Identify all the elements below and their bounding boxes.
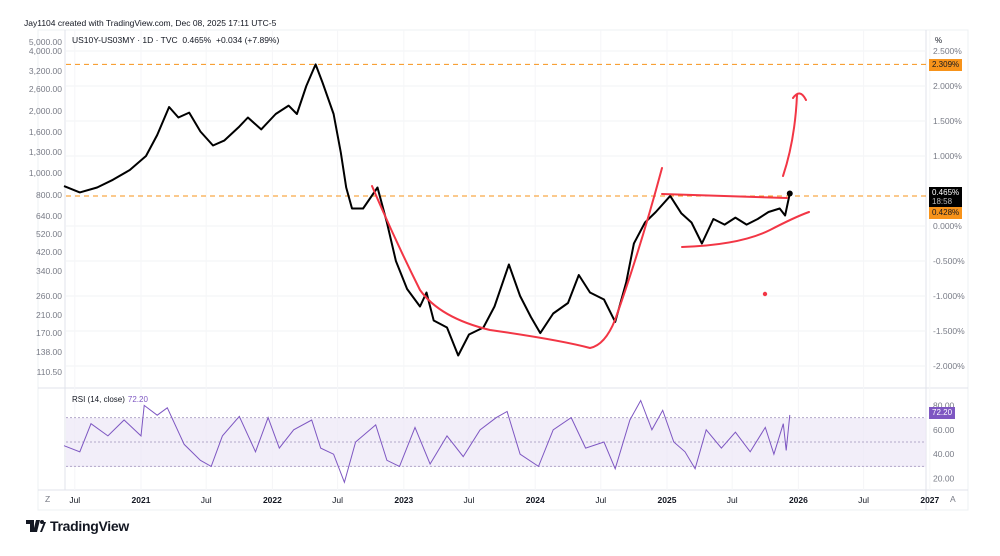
time-tick-label: Jul	[69, 495, 80, 505]
rsi-axis: 80.00 60.00 40.00 20.00	[933, 400, 955, 483]
tradingview-wordmark: TradingView	[50, 518, 129, 534]
right-axis[interactable]: 2.500% 2.000% 1.500% 1.000% 0.000% -0.500% -1.…	[933, 46, 965, 371]
auto-scale-button-left[interactable]: Z	[45, 494, 50, 504]
left-tick-label: 3,200.00	[29, 66, 62, 76]
rsi-value-tag: 72.20	[929, 407, 956, 419]
annotation-support-line	[681, 211, 810, 248]
left-tick-label: 5,000.00	[29, 37, 62, 47]
change-value: +0.034 (+7.89%)	[215, 35, 280, 45]
time-tick-label: 2021	[132, 495, 151, 505]
time-tick-label: Jul	[332, 495, 343, 505]
left-axis: 5,000.004,000.00 3,200.00 2,600.00 2,000.00…	[29, 37, 62, 377]
right-tick-label: 1.000%	[933, 151, 962, 161]
time-tick-label: Jul	[727, 495, 738, 505]
right-tick-label: -1.000%	[933, 291, 965, 301]
rsi-tick-label: 40.00	[933, 449, 955, 459]
time-tick-label: 2025	[658, 495, 677, 505]
rsi-value: 72.20	[127, 395, 148, 404]
time-tick-label: 2024	[526, 495, 545, 505]
right-tick-label: -0.500%	[933, 256, 965, 266]
rsi-legend[interactable]: RSI (14, close) 72.20	[72, 395, 148, 404]
annotation-left-arc	[371, 167, 663, 350]
horizontal-levels	[66, 63, 926, 197]
left-tick-label: 1,600.00	[29, 127, 62, 137]
rsi-label: RSI (14, close)	[72, 395, 125, 404]
chart-frame	[37, 29, 969, 511]
last-price-tag: 0.465% 18:58	[929, 187, 963, 207]
right-tick-label: 1.500%	[933, 116, 962, 126]
time-tick-label: 2023	[394, 495, 413, 505]
price-series-line	[63, 63, 791, 357]
left-tick-label: 1,300.00	[29, 147, 62, 157]
right-tick-label: 0.000%	[933, 221, 962, 231]
tradingview-logo-icon	[26, 520, 46, 532]
left-tick-label: 520.00	[36, 229, 62, 239]
left-tick-label: 800.00	[36, 190, 62, 200]
high-level-tag: 2.309%	[929, 59, 963, 71]
bar-countdown: 18:58	[932, 197, 953, 206]
time-axis[interactable]: Jul 2021 Jul 2022 Jul 2023 Jul 2024 Jul 2025 Jul 20…	[69, 495, 939, 505]
left-tick-label: 340.00	[36, 266, 62, 276]
grid	[66, 30, 931, 490]
time-tick-label: 2026	[789, 495, 808, 505]
time-tick-label: Jul	[201, 495, 212, 505]
right-tick-label: -1.500%	[933, 326, 965, 336]
time-tick-label: 2027	[920, 495, 939, 505]
annotation-up-arrow	[782, 92, 807, 177]
time-tick-label: Jul	[595, 495, 606, 505]
tradingview-logo[interactable]: TradingView	[26, 518, 129, 534]
left-tick-label: 640.00	[36, 211, 62, 221]
time-tick-label: Jul	[858, 495, 869, 505]
annotation-resistance-line	[661, 193, 788, 199]
credit-text: Jay1104 created with TradingView.com, De…	[24, 18, 277, 28]
time-tick-label: 2022	[263, 495, 282, 505]
rsi-tick-label: 80.00	[933, 400, 955, 410]
right-tick-label: 2.500%	[933, 46, 962, 56]
rsi-tick-label: 20.00	[933, 474, 955, 484]
time-tick-label: Jul	[464, 495, 475, 505]
left-tick-label: 138.00	[36, 347, 62, 357]
last-price-dot	[786, 190, 793, 197]
unit-label: %	[935, 36, 943, 45]
symbol-legend[interactable]: US10Y-US03MY · 1D · TVC 0.465% +0.034 (+…	[72, 35, 279, 45]
rsi-line	[63, 399, 791, 484]
level-tag: 0.428%	[929, 207, 963, 219]
last-price-value: 0.465%	[932, 188, 960, 197]
left-tick-label: 2,000.00	[29, 106, 62, 116]
right-tick-label: 2.000%	[933, 81, 962, 91]
symbol-name: US10Y-US03MY · 1D · TVC	[72, 35, 178, 45]
last-value: 0.465%	[182, 35, 212, 45]
left-tick-label: 1,000.00	[29, 168, 62, 178]
left-tick-label: 4,000.00	[29, 46, 62, 56]
left-tick-label: 2,600.00	[29, 84, 62, 94]
auto-scale-button-right[interactable]: A	[950, 494, 956, 504]
right-tick-label: -2.000%	[933, 361, 965, 371]
left-tick-label: 210.00	[36, 310, 62, 320]
left-tick-label: 260.00	[36, 291, 62, 301]
left-tick-label: 170.00	[36, 328, 62, 338]
annotations	[371, 92, 810, 350]
left-tick-label: 110.50	[37, 367, 63, 377]
rsi-tick-label: 60.00	[933, 425, 955, 435]
annotation-dot	[762, 291, 768, 297]
left-tick-label: 420.00	[36, 247, 62, 257]
